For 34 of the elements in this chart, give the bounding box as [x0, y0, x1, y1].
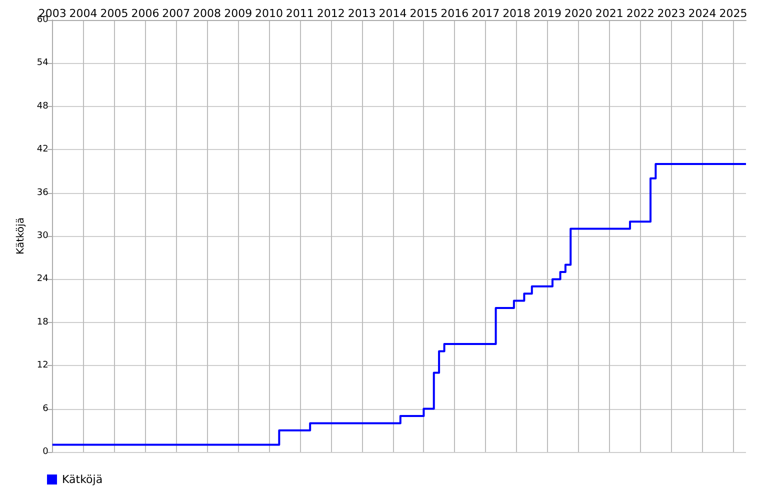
x-tick-label: 2025	[719, 7, 748, 20]
x-tick-label: 2021	[595, 7, 624, 20]
x-tick-label: 2006	[131, 7, 160, 20]
x-tick-label: 2017	[472, 7, 500, 20]
x-tick-label: 2016	[440, 7, 469, 20]
y-tick-label: 12	[36, 360, 48, 371]
x-tick-label: 2007	[162, 7, 190, 20]
x-tick-label: 2023	[657, 7, 686, 20]
x-tick-label: 2009	[224, 7, 252, 20]
x-tick-label: 2018	[502, 7, 531, 20]
x-tick-label: 2014	[378, 7, 407, 20]
x-tick-label: 2005	[100, 7, 128, 20]
y-tick-label: 18	[36, 317, 49, 328]
y-tick-label: 30	[36, 231, 49, 241]
y-tick-label: 36	[36, 188, 49, 198]
x-tick-label: 2015	[410, 7, 438, 20]
x-tick-label: 2022	[626, 7, 654, 20]
y-axis-title: Kätköjä	[16, 218, 26, 254]
x-tick-label: 2019	[533, 7, 562, 20]
y-tick-label: 24	[36, 274, 49, 284]
legend-label: Kätköjä	[62, 473, 103, 486]
x-tick-label: 2008	[193, 7, 222, 20]
y-tick-label: 6	[42, 404, 49, 414]
x-tick-label: 2011	[286, 7, 314, 20]
y-tick-label: 48	[36, 101, 49, 112]
x-tick-label: 2012	[316, 7, 345, 20]
x-tick-label: 2013	[348, 7, 376, 20]
x-tick-label: 2024	[688, 7, 716, 20]
x-tick-label: 2020	[564, 7, 592, 20]
y-tick-label: 54	[36, 58, 49, 68]
x-tick-label: 2010	[254, 7, 283, 20]
x-tick-label: 2004	[69, 7, 98, 20]
y-tick-label: 42	[36, 144, 48, 155]
y-tick-label: 0	[42, 447, 49, 457]
